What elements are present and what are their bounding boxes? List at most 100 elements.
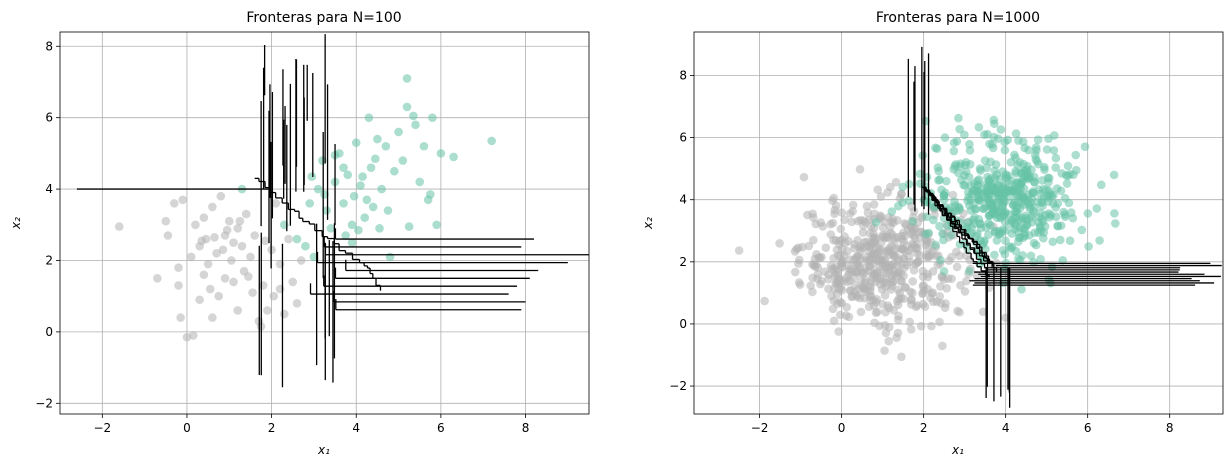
data-point <box>923 284 933 294</box>
data-point <box>1064 198 1074 208</box>
data-point <box>901 283 910 292</box>
data-point <box>360 213 370 222</box>
data-point <box>871 217 881 227</box>
data-point <box>841 311 851 320</box>
data-point <box>394 127 403 137</box>
data-point <box>1014 136 1023 145</box>
data-point <box>881 328 891 338</box>
data-point <box>383 206 393 215</box>
data-point <box>866 291 876 300</box>
y-axis-label: x₂ <box>641 217 655 230</box>
data-point <box>351 138 361 147</box>
data-point <box>402 74 412 83</box>
data-point <box>358 172 367 181</box>
data-point <box>1052 184 1062 193</box>
data-point <box>199 270 209 280</box>
data-point <box>981 193 991 203</box>
data-point <box>870 318 879 328</box>
data-point <box>362 195 372 205</box>
y-tick-label: 2 <box>45 253 53 267</box>
data-point <box>1007 215 1017 225</box>
data-point <box>1048 237 1058 247</box>
data-point <box>927 321 936 331</box>
data-point <box>992 170 1002 179</box>
axis-ticks: −2 0 2 4 6 8 −2 0 2 4 6 8 <box>669 68 1173 435</box>
data-point <box>974 186 984 196</box>
data-point <box>978 307 988 317</box>
data-point <box>890 237 899 246</box>
data-point <box>897 260 906 270</box>
data-point <box>936 255 945 265</box>
data-point <box>216 191 226 201</box>
data-point <box>354 225 363 235</box>
data-point <box>939 235 948 245</box>
data-point <box>1028 186 1038 196</box>
data-point <box>341 231 350 240</box>
data-point <box>853 235 862 245</box>
data-point <box>906 229 916 239</box>
data-point <box>1007 229 1017 238</box>
data-point <box>955 203 964 213</box>
data-point <box>1044 209 1054 218</box>
x-tick-label: 0 <box>838 421 846 435</box>
data-point <box>1040 165 1049 174</box>
data-point <box>1031 154 1041 164</box>
data-point <box>808 235 818 245</box>
data-point <box>1071 150 1081 160</box>
y-tick-label: −2 <box>35 396 53 410</box>
data-point <box>176 313 185 322</box>
data-point <box>368 202 378 212</box>
data-point <box>908 277 918 286</box>
data-point <box>960 180 970 190</box>
data-point <box>965 255 974 265</box>
data-point <box>973 176 982 186</box>
data-point <box>933 163 943 172</box>
data-point <box>953 168 963 178</box>
chart-title: Fronteras para N=100 <box>246 10 401 26</box>
data-point <box>984 219 993 228</box>
data-point <box>960 130 969 140</box>
data-point <box>1007 242 1017 252</box>
data-point <box>402 102 412 112</box>
data-point <box>974 122 984 132</box>
chart-n100: −2 0 2 4 6 8 −2 0 2 4 6 8 Fronteras para N=100 x₁ x… <box>9 10 590 457</box>
data-point <box>962 276 971 286</box>
data-point <box>799 172 809 182</box>
data-point <box>292 299 302 308</box>
data-point <box>409 111 418 121</box>
data-point <box>946 230 956 240</box>
x-tick-label: 8 <box>1166 421 1174 435</box>
data-point <box>831 270 841 279</box>
data-point <box>860 278 870 287</box>
data-point <box>847 267 857 277</box>
data-point <box>891 177 901 187</box>
data-point <box>1033 135 1043 145</box>
x-tick-label: −2 <box>751 421 769 435</box>
data-point <box>941 299 950 308</box>
data-point <box>897 189 906 198</box>
data-point <box>191 220 200 230</box>
data-point <box>975 164 985 173</box>
y-tick-label: 6 <box>679 131 687 145</box>
data-point <box>320 190 329 199</box>
data-point <box>356 181 365 190</box>
data-point <box>908 217 918 226</box>
data-point <box>1065 236 1075 246</box>
data-point <box>834 327 843 336</box>
data-point <box>237 241 247 251</box>
data-point <box>828 304 838 314</box>
data-point <box>313 184 323 194</box>
data-point <box>208 202 217 212</box>
axis-ticks: −2 0 2 4 6 8 −2 0 2 4 6 8 <box>35 39 529 435</box>
data-point <box>1077 225 1087 235</box>
data-point <box>918 151 927 160</box>
y-tick-label: −2 <box>669 379 687 393</box>
data-point <box>994 230 1004 239</box>
data-point <box>224 216 234 226</box>
data-point <box>244 272 253 281</box>
data-point <box>956 281 965 290</box>
data-point <box>988 140 997 149</box>
data-point <box>1063 161 1073 171</box>
data-point <box>1092 204 1102 213</box>
